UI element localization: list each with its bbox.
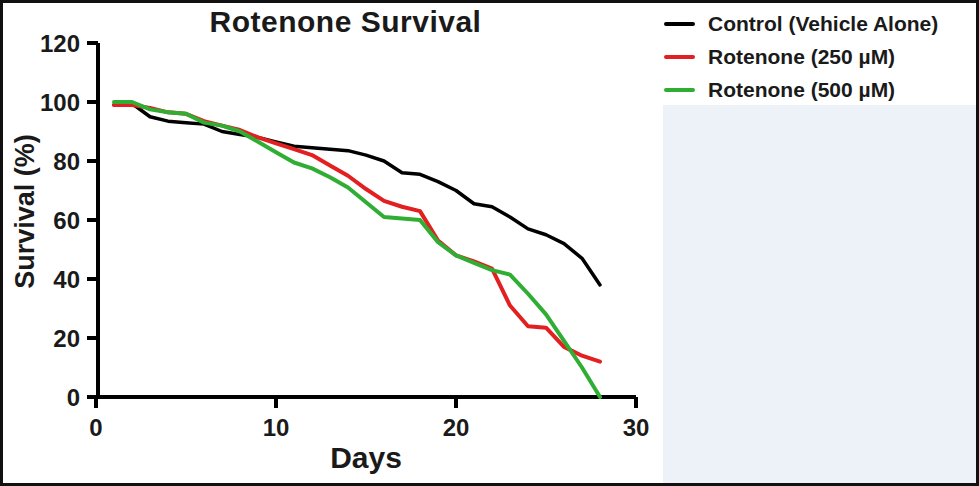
svg-text:20: 20 bbox=[53, 325, 80, 352]
x-axis-title: Days bbox=[96, 441, 636, 475]
legend-swatch bbox=[664, 88, 695, 92]
svg-text:40: 40 bbox=[53, 266, 80, 293]
legend-item: Rotenone (250 µM) bbox=[664, 40, 938, 73]
svg-text:20: 20 bbox=[443, 414, 470, 441]
legend-label: Control (Vehicle Alone) bbox=[708, 12, 938, 36]
legend-label: Rotenone (500 µM) bbox=[708, 78, 895, 102]
svg-text:80: 80 bbox=[53, 148, 80, 175]
svg-text:0: 0 bbox=[89, 414, 102, 441]
svg-text:0: 0 bbox=[67, 384, 80, 411]
y-axis-title: Survival (%) bbox=[10, 72, 41, 352]
svg-text:10: 10 bbox=[263, 414, 290, 441]
svg-text:60: 60 bbox=[53, 207, 80, 234]
legend-swatch bbox=[664, 55, 695, 59]
chart-title: Rotenone Survival bbox=[73, 5, 618, 39]
legend-label: Rotenone (250 µM) bbox=[708, 45, 895, 69]
legend-item: Rotenone (500 µM) bbox=[664, 73, 938, 106]
legend-swatch bbox=[664, 22, 695, 26]
svg-text:30: 30 bbox=[623, 414, 650, 441]
legend-item: Control (Vehicle Alone) bbox=[664, 7, 938, 40]
svg-text:100: 100 bbox=[40, 89, 80, 116]
legend: Control (Vehicle Alone) Rotenone (250 µM… bbox=[664, 7, 938, 106]
figure-frame: 0204060801001200102030 Rotenone Survival… bbox=[0, 0, 979, 486]
